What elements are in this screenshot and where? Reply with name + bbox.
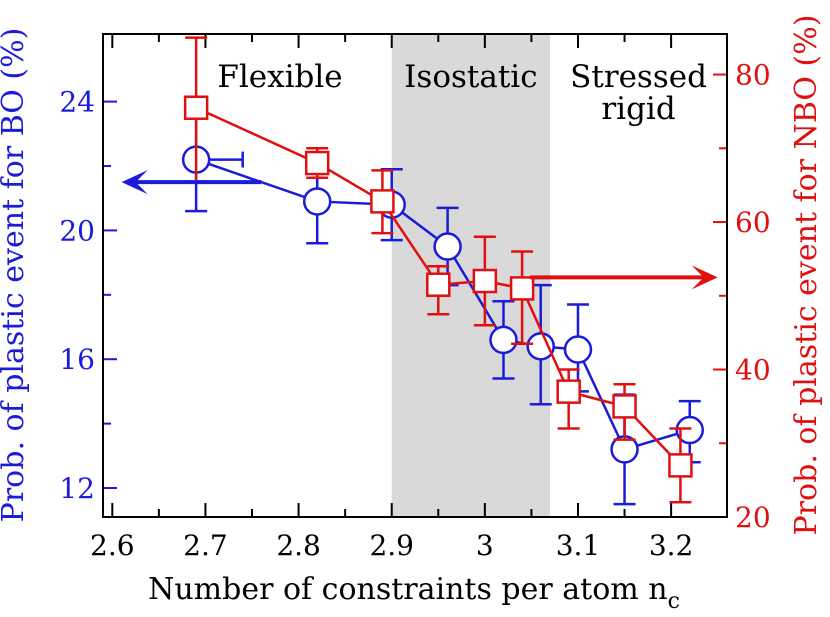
data-point-bo xyxy=(433,232,462,261)
y-right-tick-label: 60 xyxy=(735,206,771,239)
region-shade-2 xyxy=(391,34,551,517)
data-point-bo xyxy=(563,335,593,364)
data-point-nbo xyxy=(612,394,637,419)
y-left-tick-label: 16 xyxy=(59,343,95,376)
x-tick-label: 2.9 xyxy=(369,529,414,562)
data-point-bo xyxy=(302,187,332,216)
tick-layer: 2.6 2.7 2.8 2.9 3 3.1 3.2 12 16 20 24 20 40 60 80 xyxy=(59,34,771,562)
region-shading-layer xyxy=(391,34,551,517)
y-right-tick-label: 80 xyxy=(735,59,771,92)
x-tick-label: 2.8 xyxy=(276,529,321,562)
x-tick-label: 3.2 xyxy=(649,529,694,562)
plot-frame xyxy=(102,33,728,518)
axis-label-layer: Number of constraints per atom nc Prob. … xyxy=(0,15,824,614)
data-point-nbo xyxy=(426,272,451,297)
data-point-nbo xyxy=(370,189,395,214)
y-right-tick-label: 40 xyxy=(735,354,771,387)
y-left-tick-label: 20 xyxy=(59,214,95,247)
region-label-2: Isostatic xyxy=(404,59,537,95)
y-right-tick-label: 20 xyxy=(735,501,771,534)
series-bo xyxy=(181,106,704,506)
y-axis-left-title: Prob. of plastic event for BO (%) xyxy=(0,28,31,523)
x-tick-label: 3 xyxy=(476,529,494,562)
data-point-nbo xyxy=(556,379,581,404)
region-label-1: Flexible xyxy=(217,59,342,95)
data-point-bo xyxy=(675,415,704,445)
data-point-nbo xyxy=(509,276,535,301)
y-left-tick-label: 24 xyxy=(59,86,95,119)
data-point-bo xyxy=(489,325,518,355)
data-point-nbo xyxy=(472,268,498,294)
arrow-right-head xyxy=(691,265,718,290)
y-axis-right-title: Prob. of plastic event for NBO (%) xyxy=(789,15,824,536)
region-label-3: Stressed rigid xyxy=(570,59,707,127)
arrow-left-head xyxy=(121,170,148,195)
x-tick-label: 2.7 xyxy=(183,529,228,562)
y-left-tick-label: 12 xyxy=(59,472,95,505)
data-point-bo xyxy=(526,332,555,361)
text-layer: Flexible Isostatic Stressed rigid xyxy=(217,59,707,127)
x-tick-label: 2.6 xyxy=(90,529,135,562)
data-point-nbo xyxy=(183,95,209,120)
data-point-nbo xyxy=(304,150,330,176)
data-point-nbo xyxy=(668,453,693,478)
x-tick-label: 3.1 xyxy=(556,529,601,562)
x-axis-title: Number of constraints per atom nc xyxy=(148,572,680,614)
series-layer xyxy=(181,36,704,506)
arrow-layer xyxy=(121,170,718,290)
series-nbo xyxy=(183,36,693,504)
